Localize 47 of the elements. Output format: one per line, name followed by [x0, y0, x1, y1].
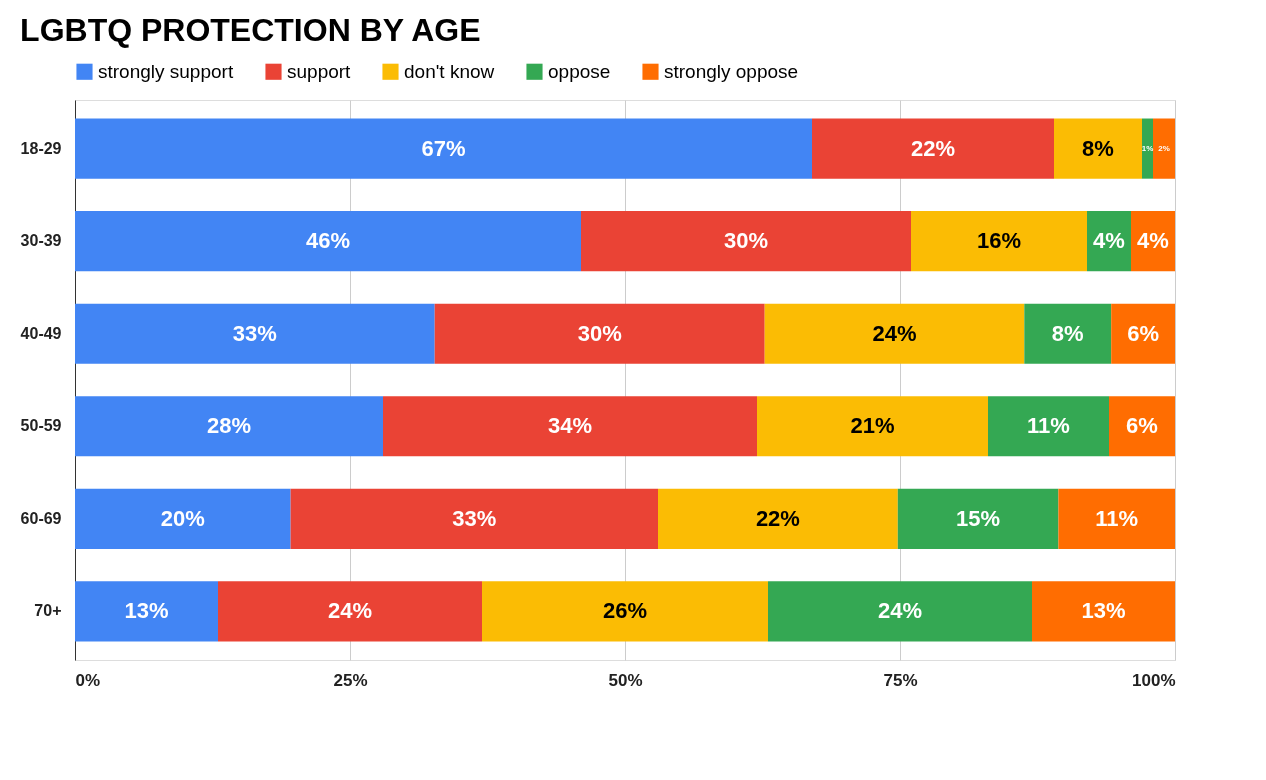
data-label: 16% [976, 228, 1022, 254]
data-label: 2% [1158, 143, 1170, 153]
x-tick-label: 50% [608, 670, 643, 690]
data-label: 22% [755, 505, 800, 531]
x-tick-label: 75% [883, 670, 918, 690]
data-label: 8% [1082, 135, 1114, 161]
data-label: 20% [160, 505, 205, 531]
y-tick-label: 50-59 [20, 417, 62, 435]
data-label: 46% [305, 228, 351, 254]
y-tick-label: 70+ [34, 602, 62, 620]
data-label: 11% [1027, 413, 1070, 439]
data-label: 1% [1141, 143, 1154, 153]
y-tick-label: 30-39 [20, 232, 62, 250]
data-label: 26% [602, 598, 648, 624]
data-label: 24% [872, 320, 917, 346]
chart-title: LGBTQ PROTECTION BY AGE [20, 12, 481, 48]
data-label: 30% [723, 228, 769, 254]
legend-label: oppose [548, 60, 611, 82]
data-label: 24% [327, 598, 373, 624]
data-label: 8% [1051, 320, 1084, 346]
data-label: 34% [547, 413, 593, 439]
data-label: 13% [1081, 598, 1126, 624]
y-tick-label: 18-29 [20, 139, 62, 157]
data-label: 4% [1137, 228, 1169, 254]
data-label: 6% [1126, 413, 1158, 439]
legend-label: strongly support [98, 60, 234, 82]
x-tick-label: 100% [1132, 670, 1176, 690]
data-label: 21% [850, 413, 895, 439]
legend-label: strongly oppose [664, 60, 799, 82]
legend-label: don't know [404, 60, 495, 82]
x-tick-label: 25% [333, 670, 368, 690]
data-label: 22% [910, 135, 956, 161]
data-label: 28% [206, 413, 252, 439]
data-label: 11% [1095, 505, 1139, 531]
y-tick-label: 60-69 [20, 509, 62, 527]
y-tick-label: 40-49 [20, 324, 62, 342]
data-label: 13% [124, 598, 169, 624]
data-label: 6% [1127, 320, 1159, 346]
data-label: 30% [577, 320, 622, 346]
data-label: 4% [1093, 228, 1125, 254]
legend-label: support [287, 60, 352, 82]
data-label: 24% [877, 598, 923, 624]
data-label: 33% [232, 320, 277, 346]
data-label: 15% [956, 505, 1001, 531]
data-label: 33% [452, 505, 497, 531]
data-label: 67% [421, 135, 466, 161]
x-tick-label: 0% [75, 670, 101, 690]
